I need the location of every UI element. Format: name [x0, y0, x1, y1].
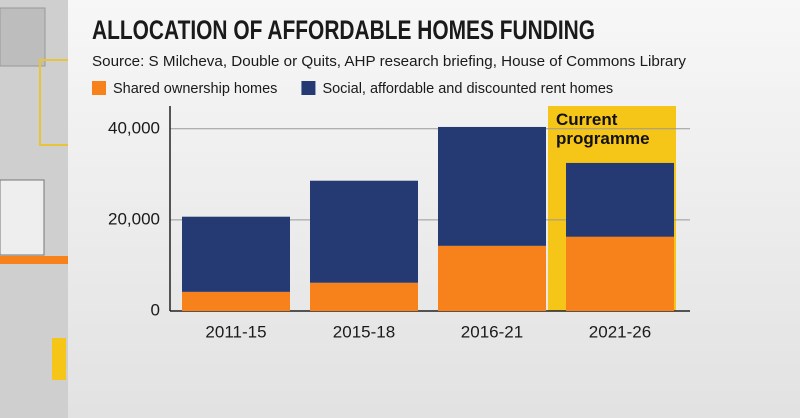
- legend-swatch: [92, 81, 106, 95]
- bar-segment: [566, 162, 674, 237]
- legend-label: Social, affordable and discounted rent h…: [322, 81, 613, 97]
- bar-segment: [438, 126, 546, 246]
- x-tick-label: 2011-15: [205, 322, 266, 341]
- x-tick-label: 2021-26: [589, 322, 651, 341]
- bar-segment: [182, 216, 290, 292]
- deco-bar: [0, 256, 70, 264]
- y-tick-label: 40,000: [108, 118, 160, 137]
- bar-segment: [310, 282, 418, 311]
- deco-map: [0, 179, 45, 256]
- deco-box: [0, 7, 46, 67]
- panel: [68, 0, 800, 418]
- legend-label: Shared ownership homes: [113, 81, 277, 97]
- x-tick-label: 2015-18: [333, 322, 395, 341]
- chart-subtitle: Source: S Milcheva, Double or Quits, AHP…: [92, 54, 687, 70]
- y-tick-label: 0: [151, 300, 160, 319]
- bar-segment: [182, 291, 290, 311]
- legend-swatch: [301, 81, 316, 95]
- bar-segment: [566, 236, 674, 311]
- chart-title: ALLOCATION OF AFFORDABLE HOMES FUNDING: [92, 15, 595, 45]
- x-tick-label: 2016-21: [461, 322, 523, 341]
- annotation: Current programme: [556, 110, 650, 148]
- y-tick-label: 20,000: [108, 209, 160, 228]
- bar-segment: [438, 245, 546, 311]
- deco-bar: [52, 338, 66, 380]
- bar-segment: [310, 180, 418, 283]
